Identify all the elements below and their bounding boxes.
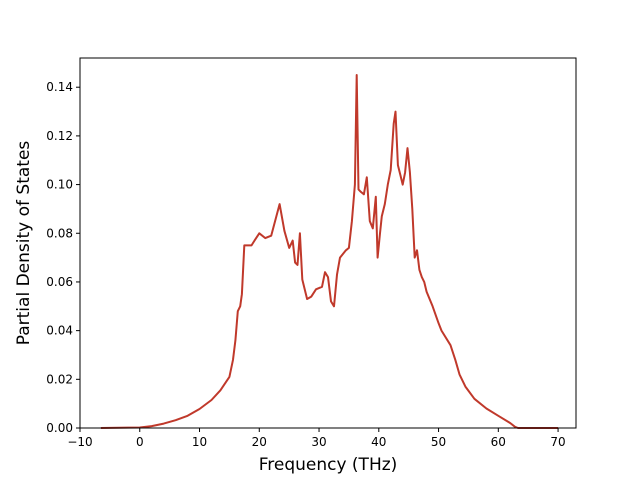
series-layer	[100, 74, 559, 429]
x-axis: −10 0 10 20 30 40 50 60 70	[67, 428, 566, 449]
series-line-0	[100, 74, 559, 429]
x-tick-label: 70	[550, 435, 565, 449]
plot-area	[80, 58, 576, 428]
plot-frame	[79, 57, 577, 429]
x-tick-label: 50	[431, 435, 446, 449]
x-tick-label: 10	[192, 435, 207, 449]
y-tick-label: 0.08	[46, 226, 73, 240]
y-axis-title: Partial Density of States	[14, 141, 34, 346]
y-tick-label: 0.02	[46, 372, 73, 386]
y-tick-label: 0.10	[46, 178, 73, 192]
x-tick-label: 60	[491, 435, 506, 449]
x-tick-label: 30	[311, 435, 326, 449]
x-tick-label: 0	[136, 435, 144, 449]
y-tick-label: 0.06	[46, 275, 73, 289]
x-axis-title: Frequency (THz)	[259, 455, 398, 475]
y-tick-label: 0.12	[46, 129, 73, 143]
x-tick-label: −10	[67, 435, 92, 449]
y-tick-label: 0.00	[46, 421, 73, 435]
x-tick-label: 40	[371, 435, 386, 449]
x-tick-label: 20	[252, 435, 267, 449]
y-tick-label: 0.14	[46, 80, 73, 94]
y-axis: 0.00 0.02 0.04 0.06 0.08 0.10 0.12 0.14	[46, 80, 80, 435]
y-tick-label: 0.04	[46, 324, 73, 338]
